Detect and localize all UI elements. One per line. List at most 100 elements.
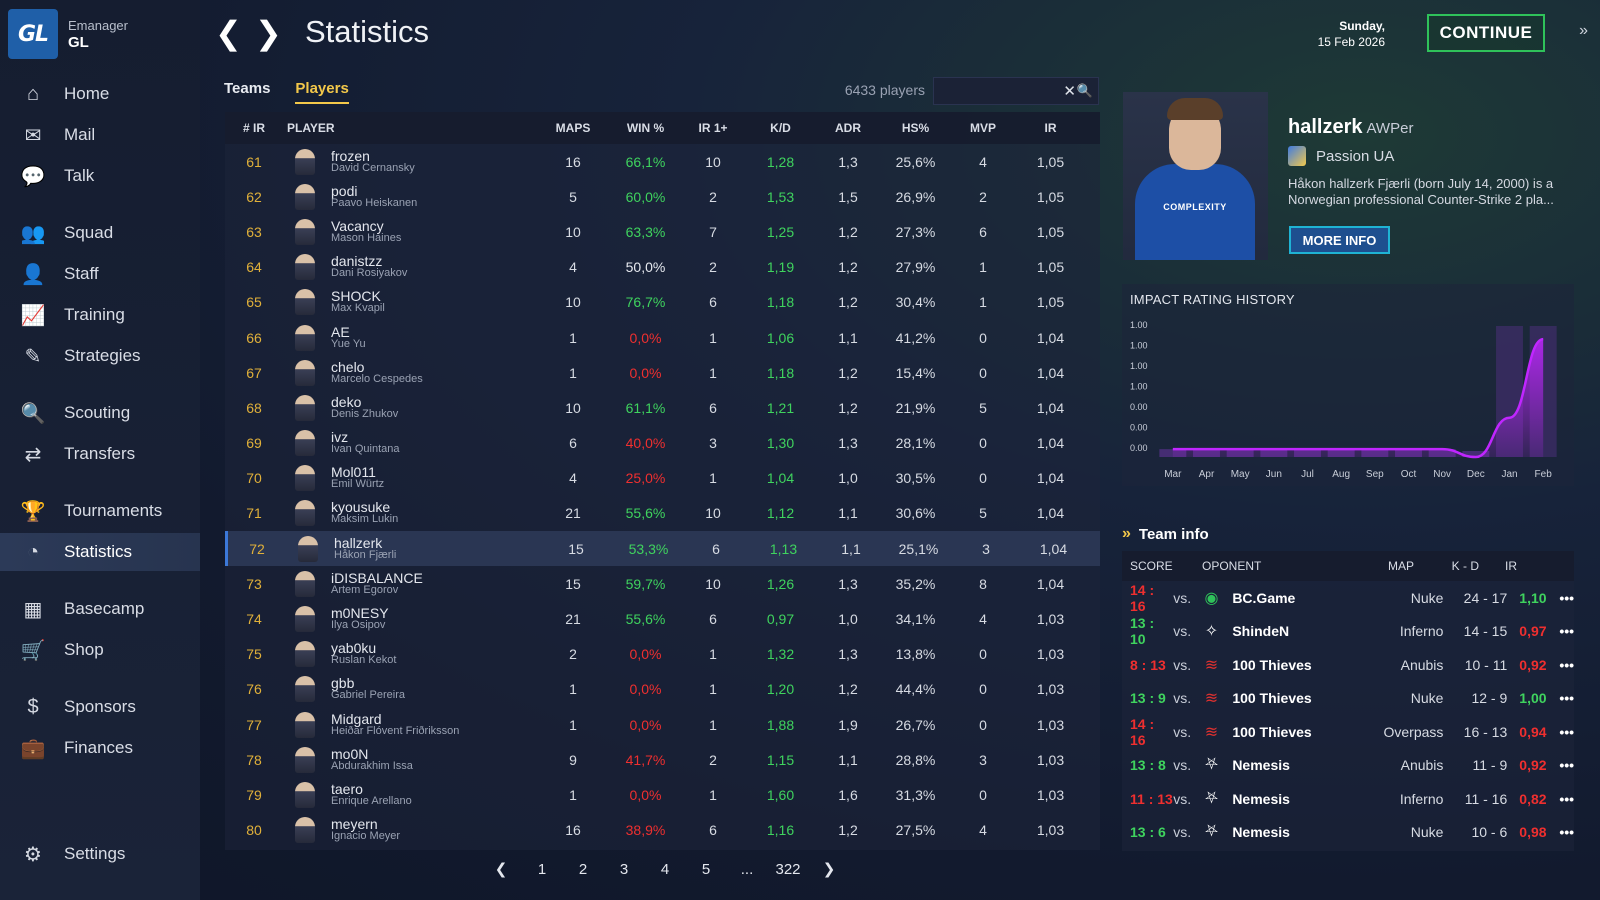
match-score: 14 : 16 [1130,715,1155,748]
table-row[interactable]: 74 m0NESY Ilya Osipov 21 55,6% 6 0,97 1,0 34,1% 4… [225,601,1100,636]
col-adr[interactable]: ADR [835,121,861,135]
search-input[interactable]: ✕ 🔍 [933,77,1099,105]
table-row[interactable]: 76 gbb Gabriel Pereira 1 0,0% 1 1,20 1,2 44,4% 0 1… [225,672,1100,707]
sidebar-item-sponsors[interactable]: $ Sponsors [0,688,200,726]
table-row[interactable]: 66 AE Yue Yu 1 0,0% 1 1,06 1,1 41,2% 0 1,04 [225,320,1100,355]
page-1[interactable]: 1 [537,860,547,878]
match-row[interactable]: 11 : 13 vs. ⛧ Nemesis Inferno 11 - 16 0,82 ••• [1122,782,1574,816]
page-3[interactable]: 3 [619,860,629,878]
fast-forward-icon[interactable]: » [1579,22,1588,39]
table-row[interactable]: 73 iDISBALANCE Artem Egorov 15 59,7% 10 1,26 1,… [225,566,1100,601]
back-arrow-icon[interactable]: ❮ [215,15,242,51]
table-row[interactable]: 64 danistzz Dani Rosiyakov 4 50,0% 2 1,19 1,2 27… [225,250,1100,285]
brand[interactable]: GL Emanager GL [8,8,198,60]
next-page-icon[interactable]: ❯ [822,861,836,878]
sidebar-item-label: Home [64,84,110,103]
more-options-icon[interactable]: ••• [1559,656,1575,673]
win-cell: 0,0% [629,716,662,733]
sidebar-item-staff[interactable]: 👤 Staff [0,255,200,293]
more-options-icon[interactable]: ••• [1559,723,1575,740]
page-5[interactable]: 5 [701,860,711,878]
match-row[interactable]: 13 : 10 vs. ✧ ShindeN Inferno 14 - 15 0,97 ••• [1122,615,1574,649]
more-info-button[interactable]: MORE INFO [1289,226,1390,254]
prev-page-icon[interactable]: ❮ [494,861,508,878]
close-icon[interactable]: ✕ [1063,83,1076,100]
sidebar-item-home[interactable]: ⌂ Home [0,75,200,113]
sidebar-item-settings[interactable]: ⚙ Settings [0,835,200,873]
player-nick: chelo [331,358,365,375]
table-row[interactable]: 75 yab0ku Ruslan Kekot 2 0,0% 1 1,32 1,3 13,8% 0 1… [225,637,1100,672]
y-tick-label: 0.00 [1130,443,1148,453]
col-hs[interactable]: HS% [901,121,930,135]
sidebar-item-label: Shop [64,640,104,659]
kd-cell: 1,32 [766,646,795,663]
page-2[interactable]: 2 [578,860,588,878]
page-4[interactable]: 4 [660,860,670,878]
table-row[interactable]: 61 frozen David Cernansky 16 66,1% 10 1,28 1,3 2… [225,144,1100,179]
table-row[interactable]: 77 Midgard Heiðar Flóvent Friðriksson 1 0,0%… [225,707,1100,742]
match-row[interactable]: 13 : 6 vs. ⛧ Nemesis Nuke 10 - 6 0,98 ••• [1122,816,1574,850]
sidebar-item-transfers[interactable]: ⇄ Transfers [0,435,200,473]
players-table: # IR PLAYER MAPS WIN % IR 1+ K/D ADR HS%… [225,112,1100,850]
sidebar-item-squad[interactable]: 👥 Squad [0,214,200,252]
more-options-icon[interactable]: ••• [1559,690,1575,707]
col-win[interactable]: WIN % [626,121,665,135]
col-maps[interactable]: MAPS [555,121,591,135]
table-row[interactable]: 80 meyern Ignacio Meyer 16 38,9% 6 1,16 1,2 27,5… [225,813,1100,848]
sidebar-item-statistics[interactable]: ◔ Statistics [0,533,200,571]
hs-cell: 34,1% [895,611,936,628]
forward-arrow-icon[interactable]: ❯ [255,15,282,51]
col-ir1[interactable]: IR 1+ [698,121,728,135]
tab-teams[interactable]: Teams [224,80,271,97]
match-row[interactable]: 14 : 16 vs. ≋ 100 Thieves Overpass 16 - 13 0,9… [1122,715,1574,749]
table-row[interactable]: 68 deko Denis Zhukov 10 61,1% 6 1,21 1,2 21,9% 5 1… [225,390,1100,425]
table-row[interactable]: 69 ivz Ivan Quintana 6 40,0% 3 1,30 1,3 28,1% 0 1,… [225,426,1100,461]
continue-button[interactable]: CONTINUE [1427,14,1545,52]
sidebar-item-training[interactable]: 📈 Training [0,296,200,334]
sidebar: GL Emanager GL ⌂ Home ✉ Mail 💬 Talk 👥 Squad 👤 Sta… [0,0,200,900]
col-mvp[interactable]: MVP [969,121,996,135]
player-nick: AE [331,323,350,340]
table-row[interactable]: 63 Vacancy Mason Haines 10 63,3% 7 1,25 1,2 27,3… [225,214,1100,249]
page-last[interactable]: 322 [775,860,801,878]
player-profile: COMPLEXITY hallzerk AWPer Passion UA Håko… [1123,92,1573,262]
hs-cell: 28,1% [895,435,936,452]
sidebar-item-mail[interactable]: ✉ Mail [0,116,200,154]
match-row[interactable]: 14 : 16 vs. ◉ BC.Game Nuke 24 - 17 1,10 ••• [1122,581,1574,615]
match-row[interactable]: 8 : 13 vs. ≋ 100 Thieves Anubis 10 - 11 0,92 ••… [1122,648,1574,682]
match-row[interactable]: 13 : 9 vs. ≋ 100 Thieves Nuke 12 - 9 1,00 ••• [1122,682,1574,716]
table-row[interactable]: 65 SHOCK Max Kvapil 10 76,7% 6 1,18 1,2 30,4% 1 1,… [225,285,1100,320]
col-ir[interactable]: IR [1044,121,1057,135]
tab-players[interactable]: Players [295,80,349,104]
table-row[interactable]: 67 chelo Marcelo Cespedes 1 0,0% 1 1,18 1,2 15,4… [225,355,1100,390]
sidebar-item-strategies[interactable]: ✎ Strategies [0,337,200,375]
sidebar-item-shop[interactable]: 🛒 Shop [0,631,200,669]
kd-cell: 1,53 [766,188,795,205]
more-options-icon[interactable]: ••• [1559,824,1575,841]
more-options-icon[interactable]: ••• [1559,623,1575,640]
rank-cell: 71 [246,505,262,522]
match-kd: 16 - 13 [1463,723,1508,740]
table-row[interactable]: 62 podi Paavo Heiskanen 5 60,0% 2 1,53 1,5 26,9%… [225,179,1100,214]
profile-team[interactable]: Passion UA [1288,146,1578,166]
match-kd: 10 - 6 [1471,824,1508,841]
sidebar-item-finances[interactable]: 💼 Finances [0,729,200,767]
table-row[interactable]: 71 kyousuke Maksim Lukin 21 55,6% 10 1,12 1,1 30… [225,496,1100,531]
more-options-icon[interactable]: ••• [1559,757,1575,774]
col-player[interactable]: PLAYER [287,121,335,135]
more-options-icon[interactable]: ••• [1559,790,1575,807]
match-row[interactable]: 13 : 8 vs. ⛧ Nemesis Anubis 11 - 9 0,92 ••• [1122,749,1574,783]
table-row[interactable]: 78 mo0N Abdurakhim Issa 9 41,7% 2 1,15 1,1 28,8%… [225,742,1100,777]
sidebar-item-talk[interactable]: 💬 Talk [0,157,200,195]
more-options-icon[interactable]: ••• [1559,589,1575,606]
table-row[interactable]: 72 hallzerk Håkon Fjærli 15 53,3% 6 1,13 1,1 25,… [225,531,1100,567]
player-names: iDISBALANCE Artem Egorov [331,571,423,596]
col-kd[interactable]: K/D [770,121,791,135]
table-row[interactable]: 70 Mol011 Emil Würtz 4 25,0% 1 1,04 1,0 30,5% 0 1,… [225,461,1100,496]
sidebar-item-tournaments[interactable]: 🏆 Tournaments [0,492,200,530]
sidebar-item-scouting[interactable]: 🔍 Scouting [0,394,200,432]
col-rank[interactable]: # IR [242,121,265,135]
search-icon[interactable]: 🔍 [1076,83,1093,98]
table-row[interactable]: 79 taero Enrique Arellano 1 0,0% 1 1,60 1,6 31,3… [225,777,1100,812]
sidebar-item-basecamp[interactable]: ▦ Basecamp [0,590,200,628]
